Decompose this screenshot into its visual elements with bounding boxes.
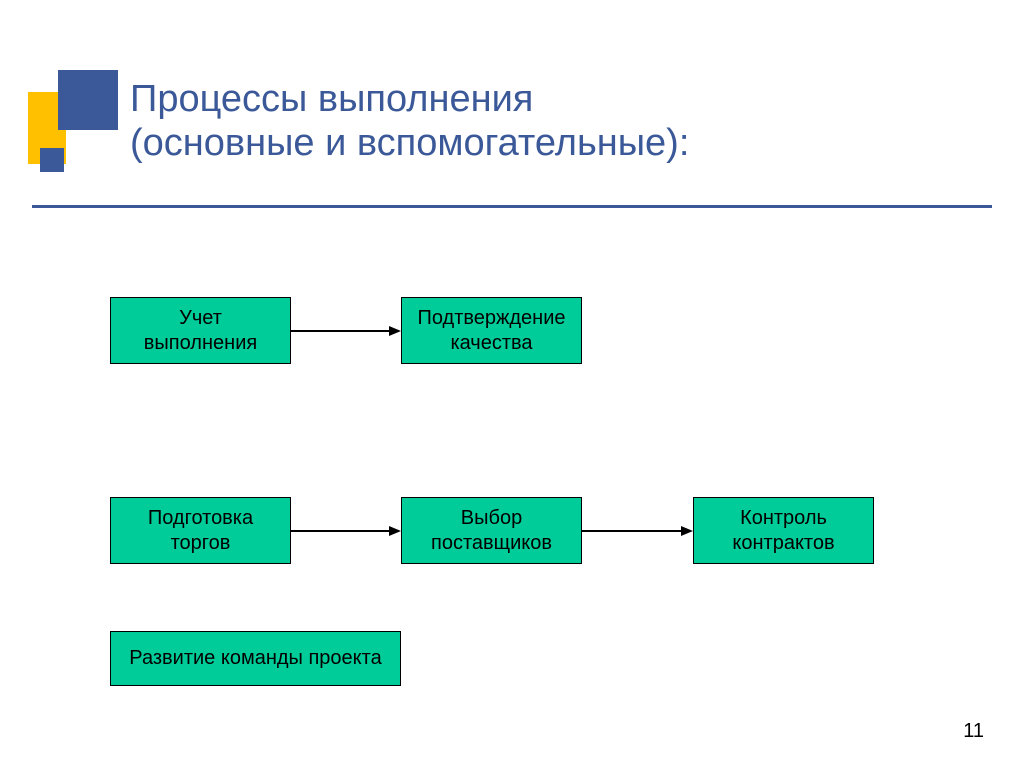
box-accounting-l1: Учет bbox=[179, 307, 222, 329]
box-suppliers-l2: поставщиков bbox=[431, 532, 552, 554]
box-contracts-l1: Контроль bbox=[740, 507, 827, 529]
deco-blue-block-small bbox=[40, 148, 64, 172]
box-accounting-l2: выполнения bbox=[144, 332, 257, 354]
arrow-suppliers-contracts-line bbox=[582, 530, 681, 532]
deco-blue-block-large bbox=[58, 70, 118, 130]
arrow-accounting-quality-head bbox=[389, 326, 401, 336]
box-contracts-l2: контрактов bbox=[732, 532, 834, 554]
box-contracts: Контроль контрактов bbox=[693, 497, 874, 564]
box-team-l1: Развитие команды проекта bbox=[129, 646, 381, 671]
page-number: 11 bbox=[963, 720, 984, 743]
title-underline bbox=[32, 205, 992, 208]
title-line2: (основные и вспомогательные): bbox=[130, 122, 689, 164]
box-quality-l1: Подтверждение bbox=[417, 307, 565, 329]
box-tenders: Подготовка торгов bbox=[110, 497, 291, 564]
box-quality: Подтверждение качества bbox=[401, 297, 582, 364]
slide-title: Процессы выполнения (основные и вспомога… bbox=[130, 78, 689, 165]
arrow-tenders-suppliers-head bbox=[389, 526, 401, 536]
box-quality-l2: качества bbox=[450, 332, 532, 354]
box-suppliers: Выбор поставщиков bbox=[401, 497, 582, 564]
box-tenders-l1: Подготовка bbox=[148, 507, 253, 529]
arrow-tenders-suppliers-line bbox=[291, 530, 389, 532]
title-line1: Процессы выполнения bbox=[130, 78, 533, 120]
box-tenders-l2: торгов bbox=[171, 532, 231, 554]
box-team: Развитие команды проекта bbox=[110, 631, 401, 686]
arrow-suppliers-contracts-head bbox=[681, 526, 693, 536]
box-suppliers-l1: Выбор bbox=[461, 507, 522, 529]
arrow-accounting-quality-line bbox=[291, 330, 389, 332]
box-accounting: Учет выполнения bbox=[110, 297, 291, 364]
